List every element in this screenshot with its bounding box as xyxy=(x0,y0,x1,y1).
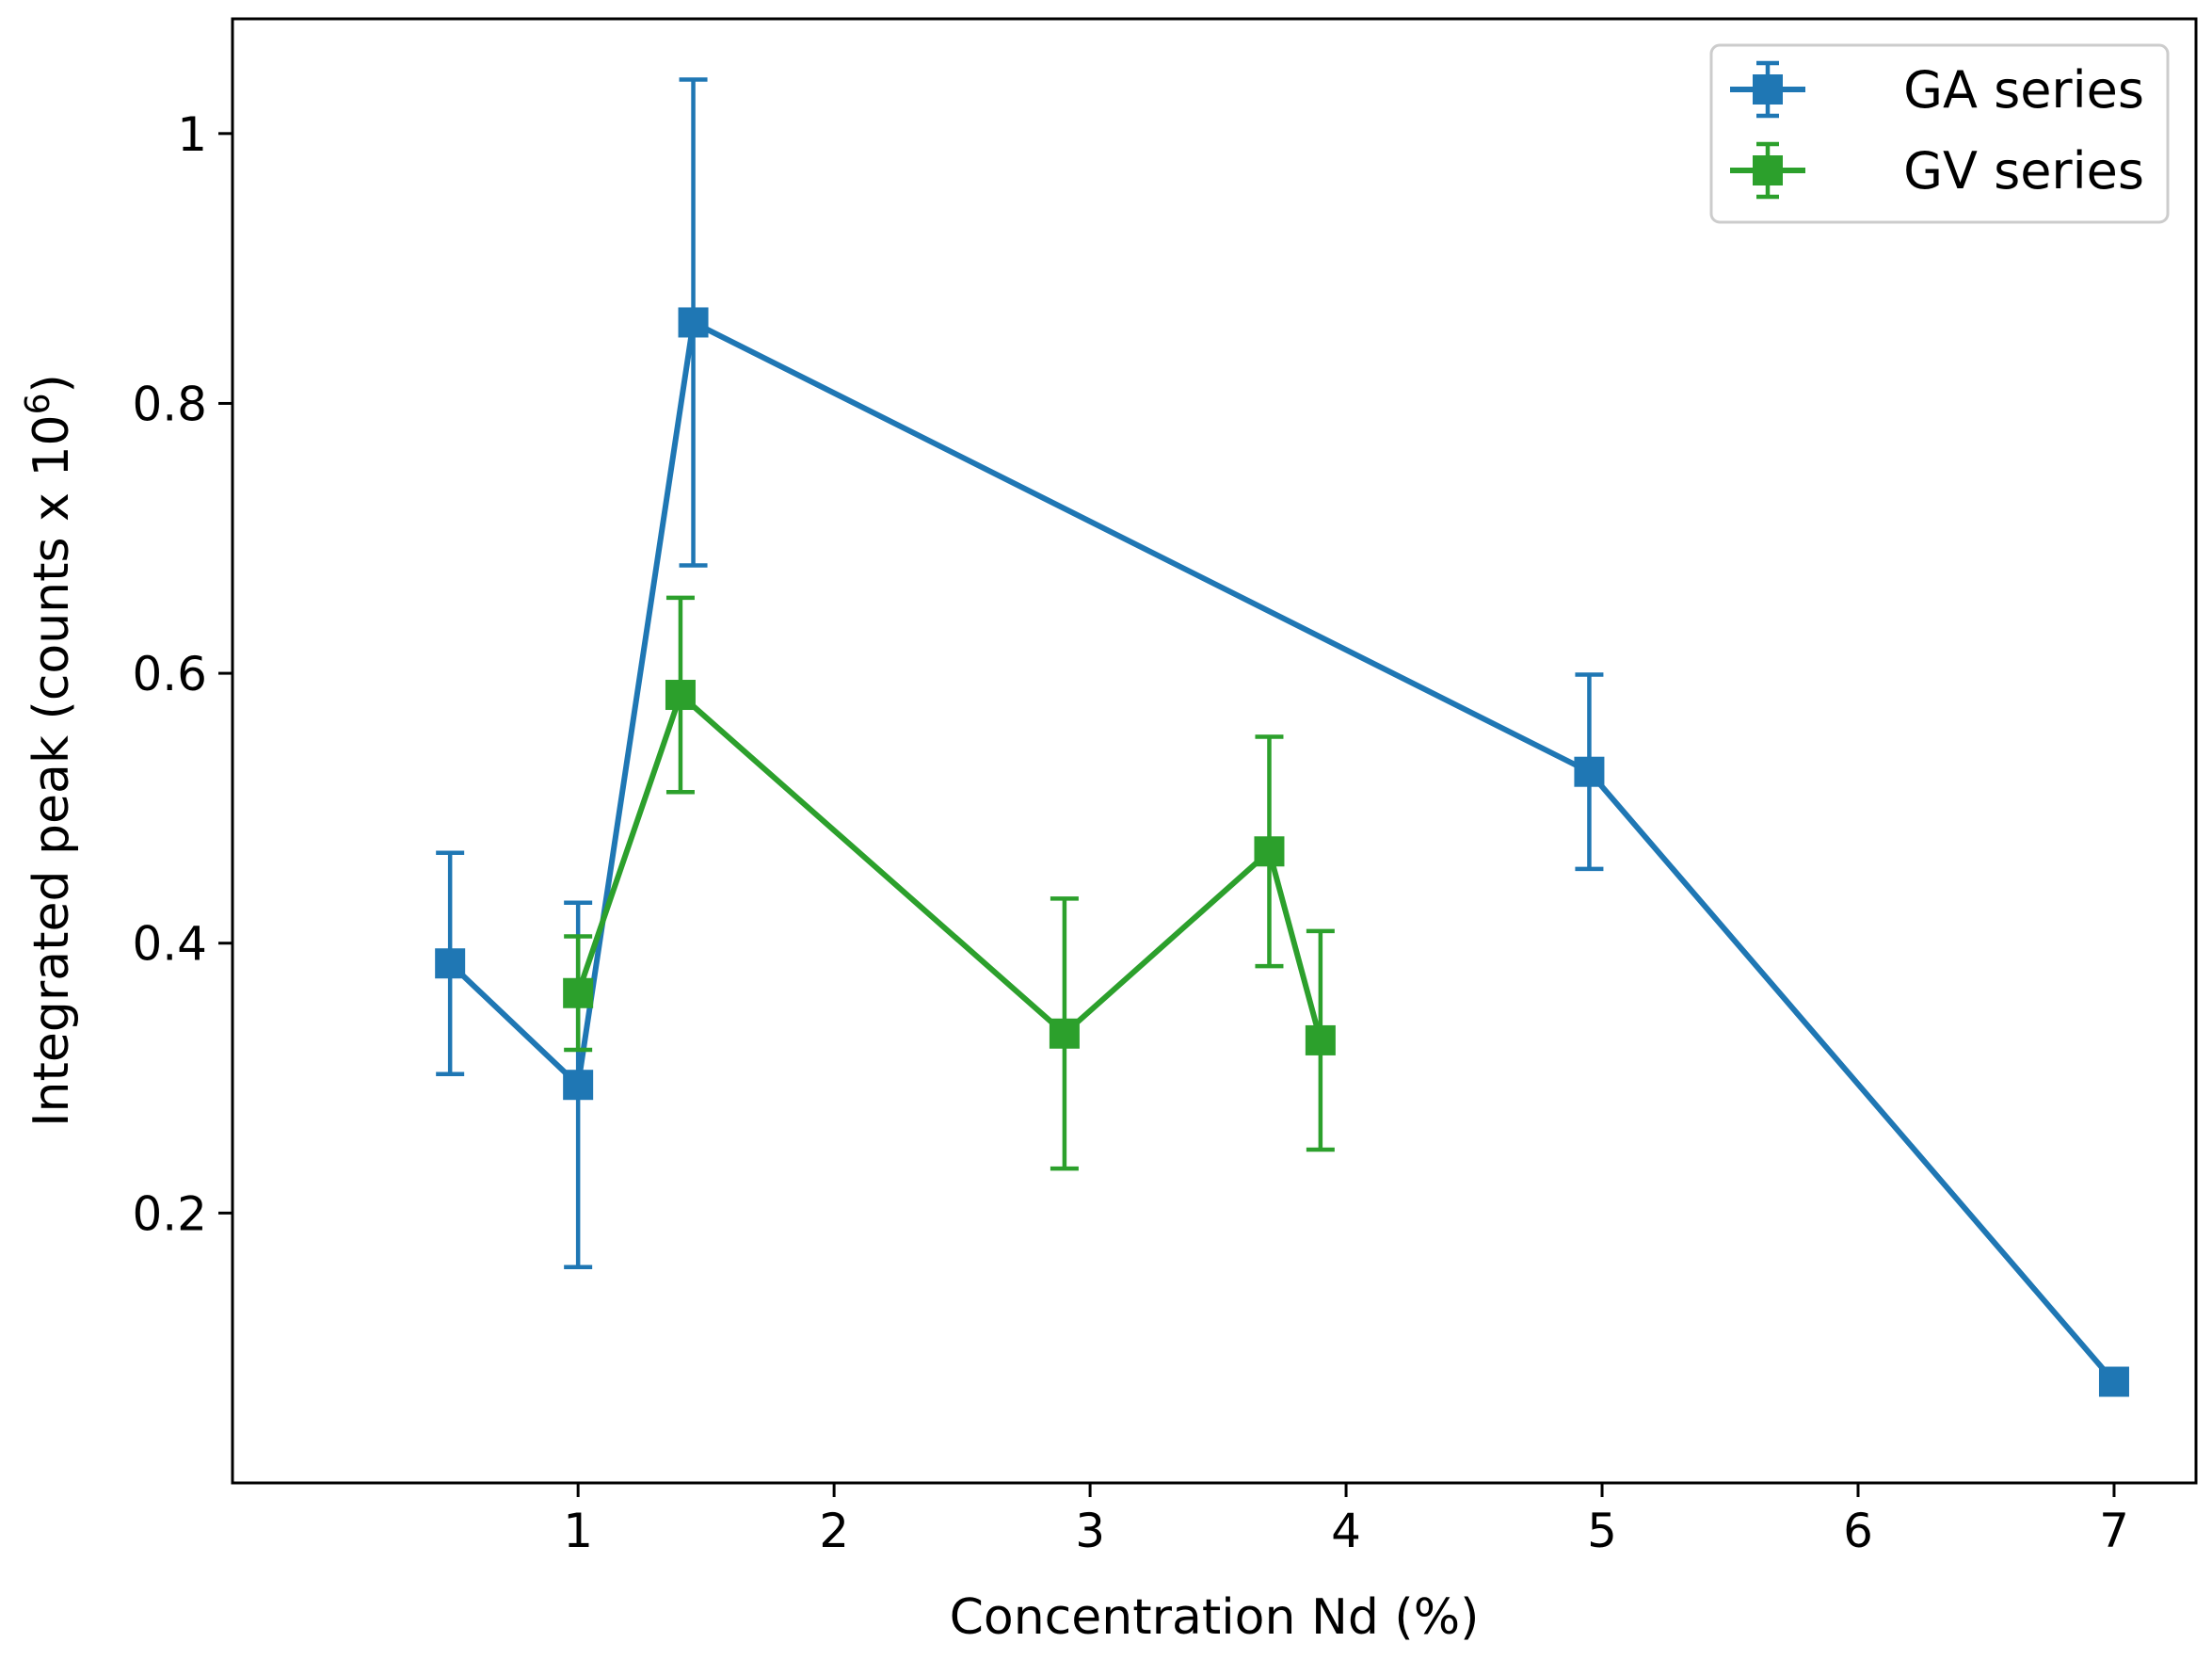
y-axis-label-main: Integrated peak (counts x 10 xyxy=(24,414,80,1126)
series-2 xyxy=(563,595,1336,1171)
x-tick-label-2: 2 xyxy=(819,1504,849,1558)
y-axis: 0.2 0.4 0.6 0.8 1 xyxy=(132,107,232,1241)
x-axis-label: Concentration Nd (%) xyxy=(950,1589,1480,1646)
y-axis-label-superscript: 6 xyxy=(19,393,57,414)
legend-swatch-marker xyxy=(1753,74,1783,105)
x-tick-label-1: 1 xyxy=(563,1504,593,1558)
x-axis: 1 2 3 4 5 6 7 xyxy=(563,1483,2129,1558)
data-point xyxy=(563,1070,594,1101)
data-point xyxy=(1254,836,1285,867)
data-point xyxy=(563,977,594,1008)
x-tick-label-4: 4 xyxy=(1331,1504,1361,1558)
legend-entry-1: GA series xyxy=(1730,60,2144,120)
y-axis-label-close: ) xyxy=(24,374,80,393)
data-point xyxy=(665,680,696,711)
x-tick-label-6: 6 xyxy=(1843,1504,1873,1558)
data-point xyxy=(1049,1018,1080,1049)
y-tick-label-1: 1 xyxy=(177,107,207,162)
x-tick-label-7: 7 xyxy=(2099,1504,2129,1558)
data-point xyxy=(1574,756,1605,787)
data-point xyxy=(678,307,709,338)
y-tick-label-0.6: 0.6 xyxy=(132,647,207,701)
legend: GA series GV series xyxy=(1709,43,2170,224)
data-point xyxy=(1305,1024,1336,1055)
legend-swatch-marker xyxy=(1753,155,1783,185)
legend-label: GA series xyxy=(1903,60,2144,120)
plot-area xyxy=(232,19,2196,1483)
x-tick-label-3: 3 xyxy=(1075,1504,1105,1558)
series-1 xyxy=(435,77,2129,1397)
y-tick-label-0.2: 0.2 xyxy=(132,1186,207,1241)
y-tick-label-0.8: 0.8 xyxy=(132,377,207,431)
y-tick-label-0.4: 0.4 xyxy=(132,917,207,972)
y-axis-label: Integrated peak (counts x 106) xyxy=(19,374,80,1127)
legend-box xyxy=(1709,43,2170,224)
x-tick-label-5: 5 xyxy=(1587,1504,1617,1558)
legend-entry-2: GV series xyxy=(1730,141,2144,201)
data-point xyxy=(2098,1366,2129,1397)
series-layer xyxy=(435,77,2129,1397)
legend-label: GV series xyxy=(1903,141,2144,201)
data-point xyxy=(435,948,466,979)
plot-frame xyxy=(231,17,2198,1485)
